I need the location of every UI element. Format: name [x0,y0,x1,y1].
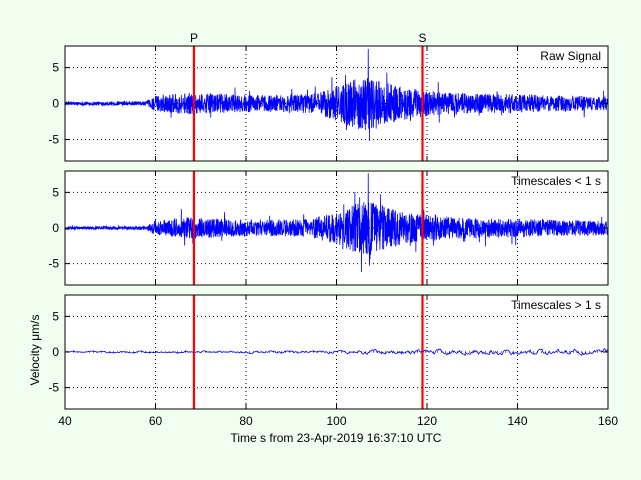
x-tick-label: 140 [507,414,527,428]
y-tick-label: 5 [52,309,59,323]
x-tick-label: 160 [598,414,618,428]
y-axis-label: Velocity μm/s [28,315,42,386]
y-tick-label: -5 [48,257,59,271]
waveform-trace [65,48,608,141]
y-tick-label: 0 [52,345,59,359]
x-tick-label: 80 [239,414,253,428]
x-tick-label: 100 [326,414,346,428]
y-tick-label: 0 [52,221,59,235]
x-tick-label: 40 [58,414,72,428]
y-tick-label: 5 [52,185,59,199]
panel-timescales-short: 5 0 -5 Timescales < 1 s [48,170,609,286]
panel-title: Raw Signal [540,49,601,63]
x-tick-label: 60 [149,414,163,428]
panel-title: Timescales < 1 s [511,174,601,188]
waveform-trace [65,347,608,357]
y-tick-label: -5 [48,381,59,395]
x-tick-label: 120 [417,414,437,428]
y-tick-label: 0 [52,97,59,111]
x-axis-tick-labels: 40 60 80 100 120 140 160 [58,414,618,428]
panel-title: Timescales > 1 s [511,298,601,312]
y-tick-label: 5 [52,61,59,75]
s-wave-pick-label: S [418,31,426,45]
panel-raw-signal: 5 0 -5 Raw Signal [48,45,609,162]
y-tick-label: -5 [48,132,59,146]
x-axis-label: Time s from 23-Apr-2019 16:37:10 UTC [231,431,442,445]
panel-timescales-long: 5 0 -5 Timescales > 1 s [48,294,609,410]
p-wave-pick-label: P [190,31,198,45]
waveform-trace [65,173,608,272]
